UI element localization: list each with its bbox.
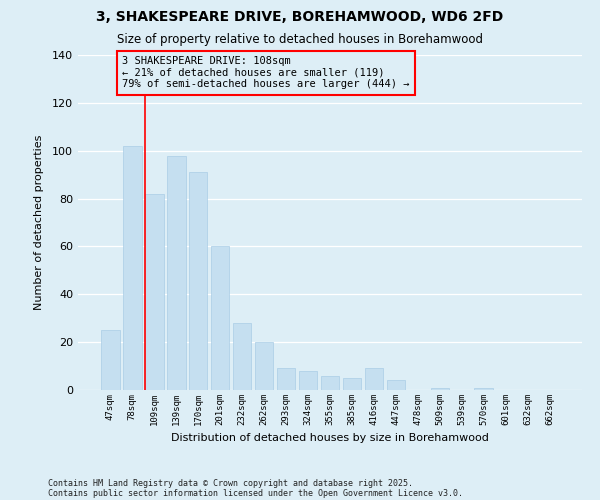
Bar <box>233 323 251 390</box>
Bar <box>167 156 185 390</box>
Bar <box>145 194 164 390</box>
X-axis label: Distribution of detached houses by size in Borehamwood: Distribution of detached houses by size … <box>171 434 489 444</box>
Bar <box>475 388 493 390</box>
Text: 3 SHAKESPEARE DRIVE: 108sqm
← 21% of detached houses are smaller (119)
79% of se: 3 SHAKESPEARE DRIVE: 108sqm ← 21% of det… <box>122 56 410 90</box>
Bar <box>431 388 449 390</box>
Bar <box>277 368 295 390</box>
Bar <box>211 246 229 390</box>
Bar <box>123 146 142 390</box>
Bar <box>343 378 361 390</box>
Y-axis label: Number of detached properties: Number of detached properties <box>34 135 44 310</box>
Bar <box>365 368 383 390</box>
Bar <box>386 380 405 390</box>
Bar <box>299 371 317 390</box>
Bar <box>101 330 119 390</box>
Bar <box>189 172 208 390</box>
Bar <box>255 342 274 390</box>
Text: Contains HM Land Registry data © Crown copyright and database right 2025.: Contains HM Land Registry data © Crown c… <box>48 478 413 488</box>
Text: Contains public sector information licensed under the Open Government Licence v3: Contains public sector information licen… <box>48 488 463 498</box>
Text: Size of property relative to detached houses in Borehamwood: Size of property relative to detached ho… <box>117 32 483 46</box>
Text: 3, SHAKESPEARE DRIVE, BOREHAMWOOD, WD6 2FD: 3, SHAKESPEARE DRIVE, BOREHAMWOOD, WD6 2… <box>97 10 503 24</box>
Bar <box>320 376 340 390</box>
